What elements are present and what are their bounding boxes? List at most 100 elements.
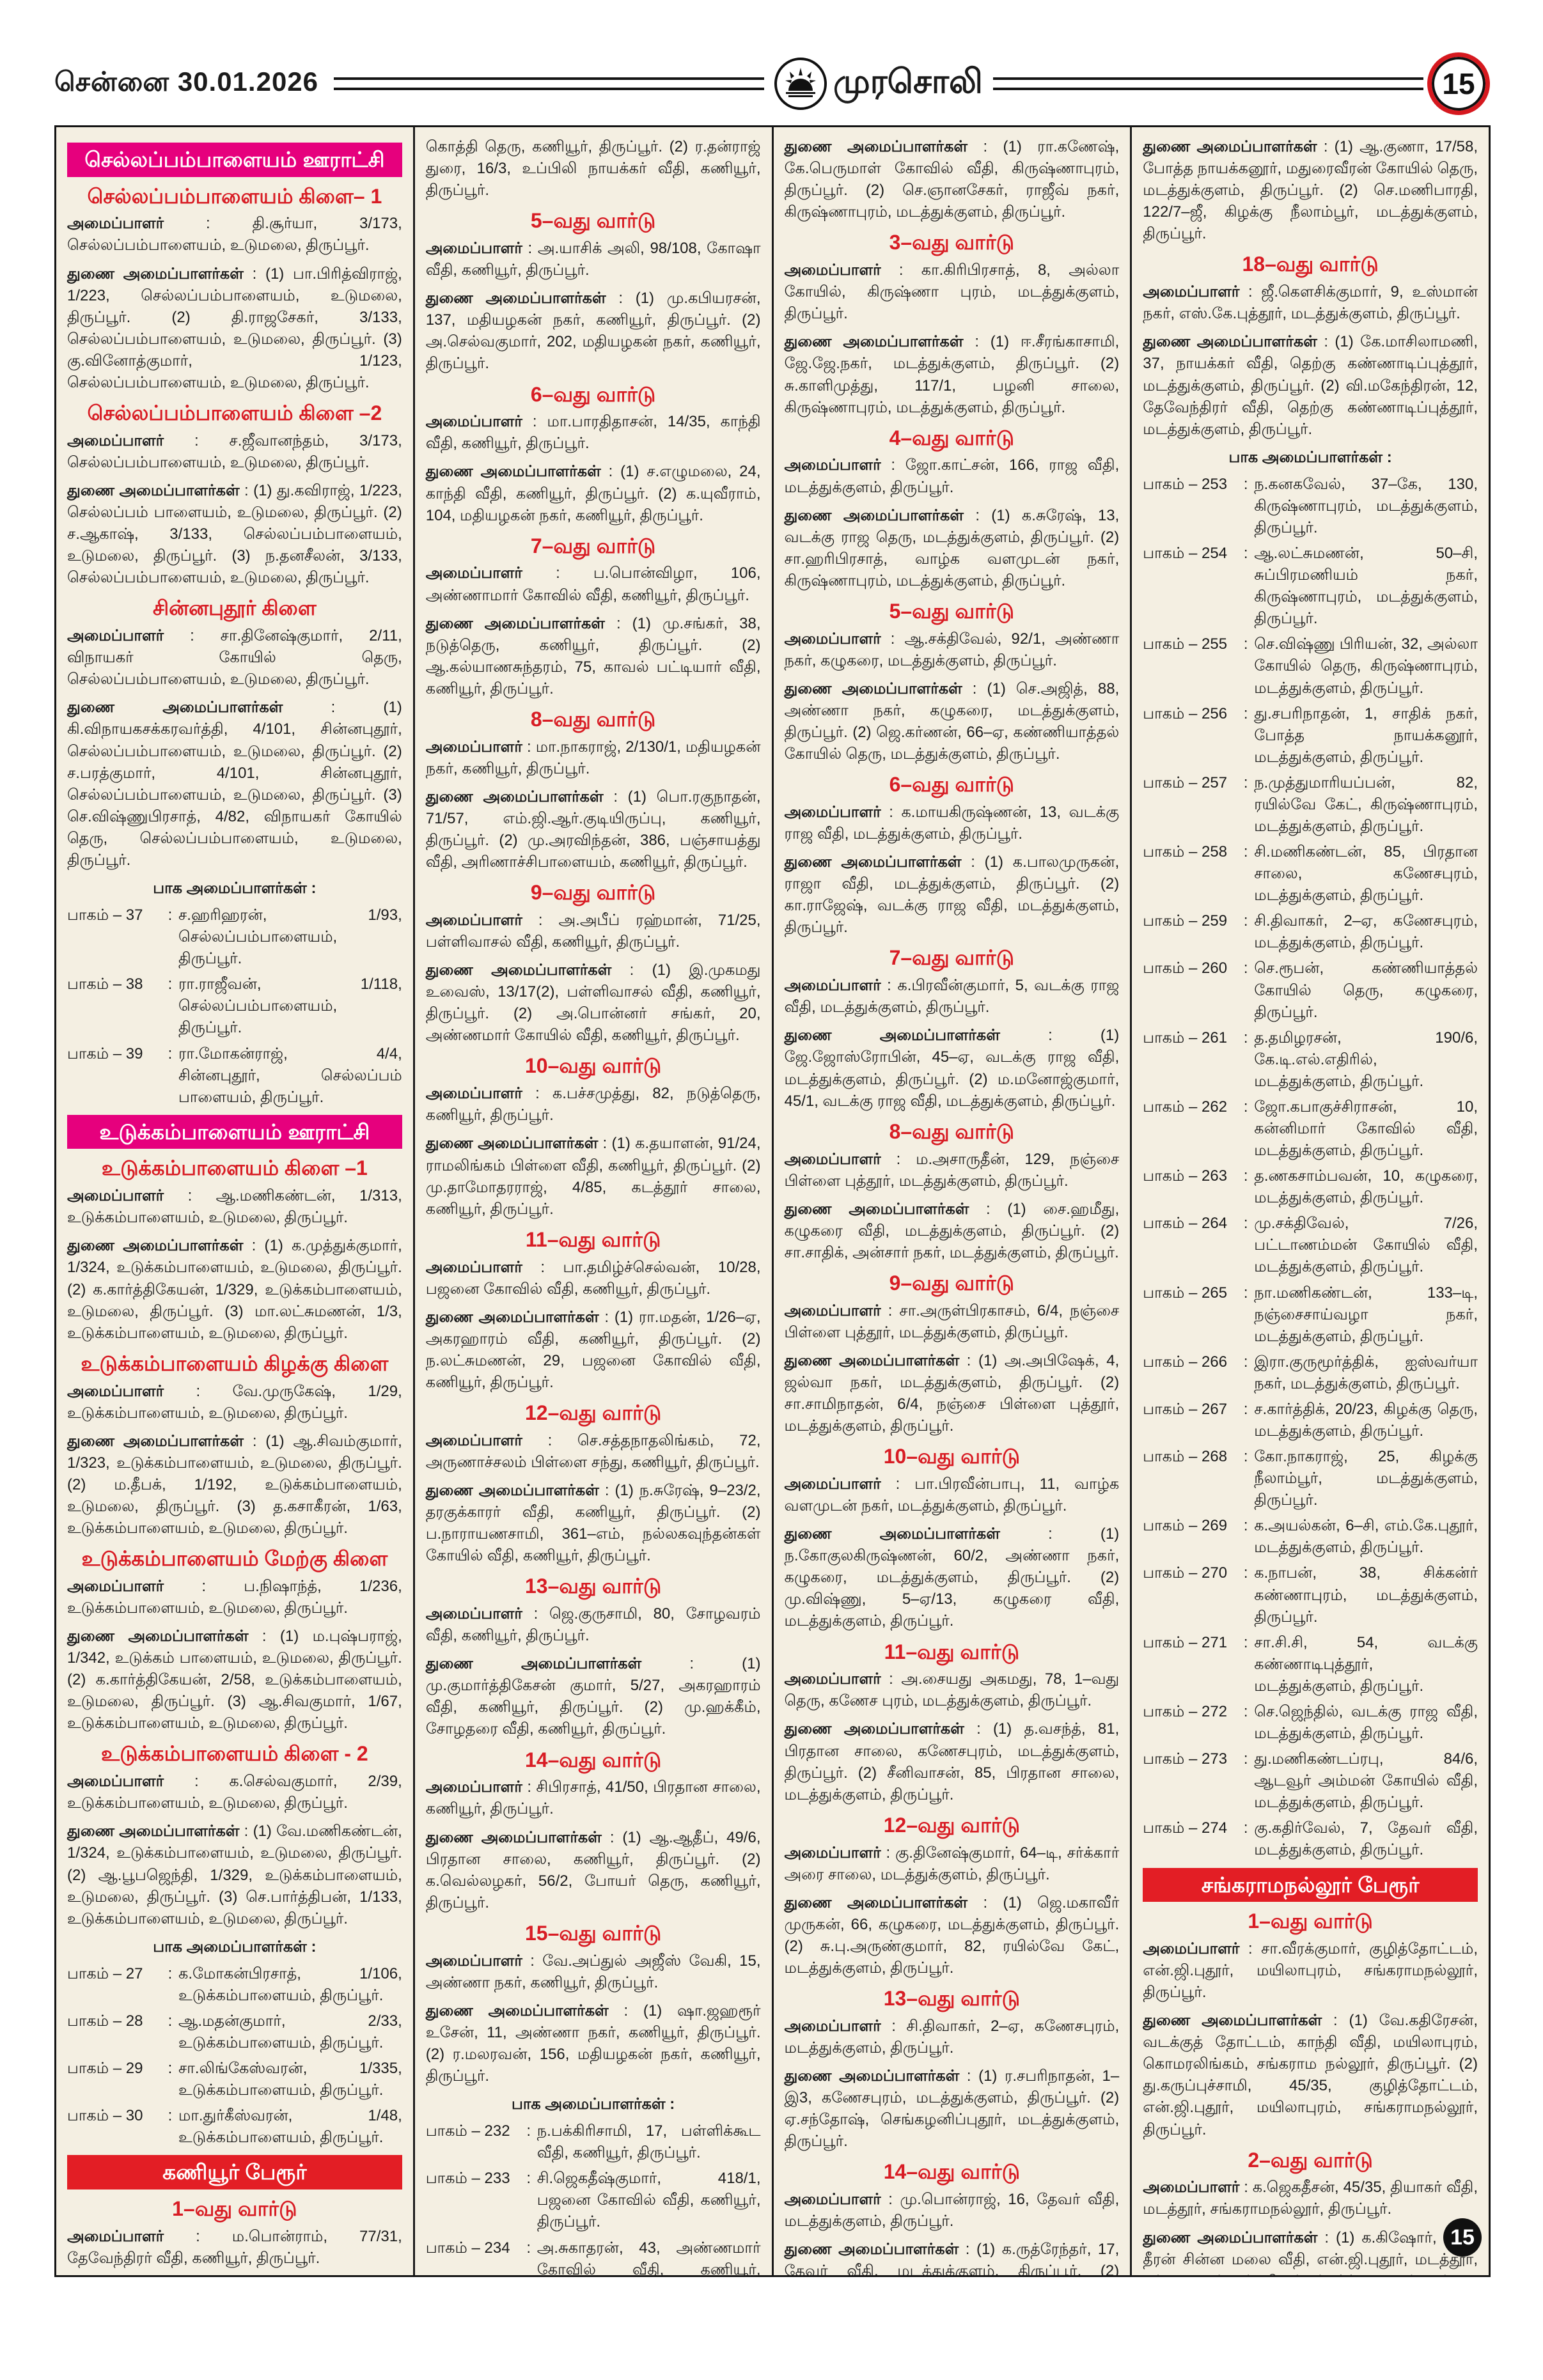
colon-separator: :: [168, 2060, 173, 2078]
paragraph-label: அமைப்பாளர்: [67, 1773, 194, 1791]
part-organisers-label: பாக அமைப்பாளர்கள் :: [1228, 448, 1392, 466]
organiser-paragraph: துணை அமைப்பாளர்கள் : (1) செ.அஜித், 88, அ…: [784, 680, 1120, 763]
part-organiser-row: பாகம் – 37: ச.ஹரிஹரன், 1/93, செல்லப்பம்பா…: [67, 905, 402, 970]
paragraph-label: அமைப்பாளர்: [784, 1475, 896, 1493]
part-organiser-text: இரா.குருமூர்த்திக், ஐஸ்வர்யா நகர், மடத்த…: [1254, 1353, 1478, 1392]
organiser-paragraph: அமைப்பாளர் : ம.அசாருதீன், 129, நஞ்சை பிள…: [784, 1150, 1120, 1190]
section-banner: கணியூர் பேரூர்: [67, 2155, 402, 2190]
organiser-paragraph: அமைப்பாளர் : க.பிரவீன்குமார், 5, வடக்கு …: [784, 977, 1120, 1016]
section-banner: சங்கராமநல்லூர் பேரூர்: [1143, 1867, 1478, 1902]
paragraph-label: அமைப்பாளர்: [784, 977, 888, 995]
organiser-paragraph: துணை அமைப்பாளர்கள் : (1) ச.எழுமலை, 24, க…: [425, 463, 761, 524]
organiser-paragraph: துணை அமைப்பாளர்கள் : (1) மு.குமார்த்திகே…: [425, 1655, 761, 1738]
paragraph-label: அமைப்பாளர்: [67, 215, 207, 233]
part-organiser-row: பாகம் – 27: க.மோகன்பிரசாத், 1/106, உடுக்க…: [67, 1963, 402, 2007]
section-banner: செல்லப்பம்பாளையம் ஊராட்சி: [67, 143, 402, 177]
part-number: பாகம் – 37: [67, 906, 143, 924]
part-organiser-text: செ.ரூபன், கண்ணியாத்தல் கோயில் தெரு, கழுக…: [1254, 960, 1478, 1021]
part-number: பாகம் – 233: [425, 2170, 510, 2188]
header-rule-left: [334, 77, 765, 90]
ward-heading: உடுக்கம்பாளையம் கிளை –1: [101, 1156, 368, 1180]
ward-heading: 2–வது வார்டு: [1248, 2148, 1373, 2172]
organiser-paragraph: துணை அமைப்பாளர்கள் : (1) க.தயாளன், 91/24…: [425, 1135, 761, 1218]
organiser-paragraph: அமைப்பாளர் : சிபிரசாத், 41/50, பிரதான சா…: [425, 1778, 761, 1818]
header-rule-right: [993, 77, 1423, 90]
paragraph-label: அமைப்பாளர்: [784, 456, 891, 474]
organiser-paragraph: துணை அமைப்பாளர்கள் : (1) வே.மணிகண்டன், 1…: [67, 1823, 402, 1927]
paragraph-label: துணை அமைப்பாளர்கள்: [784, 1720, 977, 1738]
colon-separator: :: [1243, 1448, 1248, 1466]
part-organisers-label: பாக அமைப்பாளர்கள் :: [153, 1938, 317, 1956]
organiser-paragraph: அமைப்பாளர் : செ.சத்தநாதலிங்கம், 72, அருண…: [425, 1431, 761, 1471]
ward-heading: 9–வது வார்டு: [889, 1271, 1015, 1295]
part-organiser-row: பாகம் – 255: செ.விஷ்ணு பிரியன், 32, அல்லா…: [1143, 634, 1478, 699]
paragraph-label: அமைப்பாளர்: [425, 1952, 531, 1970]
paragraph-label: அமைப்பாளர்: [784, 261, 899, 279]
paragraph-label: துணை அமைப்பாளர்கள்: [784, 138, 983, 155]
organiser-paragraph: அமைப்பாளர் : ப.நிஷாந்த், 1/236, உடுக்கம்…: [67, 1577, 402, 1617]
part-number: பாகம் – 259: [1143, 912, 1228, 930]
paragraph-label: துணை அமைப்பாளர்கள்: [1143, 2012, 1334, 2030]
paragraph-label: துணை அமைப்பாளர்கள்: [425, 788, 614, 805]
part-number: பாகம் – 271: [1143, 1633, 1228, 1651]
colon-separator: :: [1243, 1353, 1248, 1371]
part-organiser-text: நா.மணிகண்டன், 133–டி, நஞ்சைசாய்வழா நகர்,…: [1254, 1284, 1478, 1345]
part-organiser-text: து.மணிகண்டப்ரபு, 84/6, ஆடவூர் அம்மன் கோய…: [1254, 1750, 1478, 1812]
part-number: பாகம் – 234: [425, 2239, 510, 2257]
organiser-paragraph: அமைப்பாளர் : வே.முருகேஷ், 1/29, உடுக்கம்…: [67, 1382, 402, 1422]
part-organiser-row: பாகம் – 253: ந.கனகவேல், 37–கே, 130, கிருஷ…: [1143, 474, 1478, 539]
part-number: பாகம் – 270: [1143, 1564, 1228, 1582]
paragraph-label: அமைப்பாளர்: [784, 2017, 892, 2035]
part-organiser-text: சி.மணிகண்டன், 85, பிரதான சாலை, கணேசபுரம்…: [1254, 843, 1478, 905]
ward-heading: 10–வது வார்டு: [524, 1054, 662, 1078]
organiser-paragraph: அமைப்பாளர் : கா.கிரிபிரசாத், 8, அல்லா கோ…: [784, 261, 1120, 323]
part-organiser-text: க.அயல்கன், 6–சி, எம்.கே.புதூர், மடத்துக்…: [1254, 1517, 1478, 1557]
part-number: பாகம் – 274: [1143, 1819, 1228, 1837]
colon-separator: :: [526, 2122, 531, 2140]
part-organiser-row: பாகம் – 232: ந.பக்கிரிசாமி, 17, பள்ளிக்கூ…: [426, 2120, 761, 2164]
organiser-paragraph: துணை அமைப்பாளர்கள் : (1) க.பாலமுருகன், ர…: [784, 853, 1120, 937]
part-organiser-row: பாகம் – 39: ரா.மோகன்ராஜ், 4/4, சின்னபுதூர…: [67, 1043, 402, 1108]
ward-heading: 1–வது வார்டு: [172, 2197, 297, 2221]
paragraph-label: அமைப்பாளர்: [1143, 283, 1248, 301]
paragraph-label: அமைப்பாளர்: [425, 1258, 541, 1276]
paragraph-label: துணை அமைப்பாளர்கள்: [425, 1655, 690, 1673]
colon-separator: :: [168, 1045, 173, 1062]
part-organiser-text: செ.விஷ்ணு பிரியன், 32, அல்லா கோயில் தெரு…: [1254, 635, 1478, 697]
paragraph-label: அமைப்பாளர்: [784, 1844, 886, 1862]
ward-heading: செல்லப்பம்பாளையம் கிளை– 1: [87, 184, 382, 208]
part-organiser-text: ச.ஹரிஹரன், 1/93, செல்லப்பம்பாளையம், திரு…: [178, 906, 402, 968]
part-organiser-row: பாகம் – 259: சி.திவாகர், 2–ஏ, கணேசபுரம், …: [1143, 910, 1478, 954]
paragraph-label: துணை அமைப்பாளர்கள்: [67, 265, 253, 283]
part-organiser-row: பாகம் – 234: அ.சுகாதரன், 43, அண்ணமார் கோவ…: [426, 2237, 761, 2275]
part-organiser-row: பாகம் – 254: ஆ.லட்சுமணன், 50–சி, சுப்பிரம…: [1143, 543, 1478, 630]
part-organiser-row: பாகம் – 261: த.தமிழரசன், 190/6, கே.டி.எல்…: [1143, 1027, 1478, 1093]
organiser-paragraph: துணை அமைப்பாளர்கள் : (1) ஈ.சீரங்காசாமி, …: [784, 333, 1120, 416]
ward-heading: 12–வது வார்டு: [524, 1401, 662, 1425]
part-number: பாகம் – 273: [1143, 1750, 1228, 1768]
part-organiser-row: பாகம் – 30: மா.துர்கீஸ்வரன், 1/48, உடுக்க…: [67, 2105, 402, 2149]
paragraph-label: அமைப்பாளர்: [784, 1670, 889, 1688]
paragraph-label: துணை அமைப்பாளர்கள்: [67, 699, 331, 717]
text-column-3: துணை அமைப்பாளர்கள் : (1) ரா.கணேஷ், கே.பெ…: [774, 127, 1132, 2275]
colon-separator: :: [1243, 1750, 1248, 1768]
paragraph-label: அமைப்பாளர்: [67, 1577, 202, 1595]
part-organiser-row: பாகம் – 28: ஆ.மதன்குமார், 2/33, உடுக்கம்ப…: [67, 2011, 402, 2054]
organiser-paragraph: துணை அமைப்பாளர்கள் : (1) க.கிஷோர், 2/36,…: [1143, 2228, 1478, 2275]
paragraph-label: அமைப்பாளர்: [1143, 2179, 1244, 2197]
paragraph-label: அமைப்பாளர்: [425, 1605, 534, 1623]
organiser-paragraph: அமைப்பாளர் : ப.பொன்விழா, 106, அண்ணாமார் …: [425, 564, 761, 604]
ward-heading: 5–வது வார்டு: [889, 599, 1015, 623]
paragraph-label: துணை அமைப்பாளர்கள்: [425, 614, 616, 632]
organiser-paragraph: துணை அமைப்பாளர்கள் : (1) ரா.மதன், 1/26–ஏ…: [425, 1308, 761, 1391]
part-number: பாகம் – 257: [1143, 774, 1228, 791]
organiser-paragraph: துணை அமைப்பாளர்கள் : (1) ஷா.ஜஹரூர் உசேன்…: [425, 2002, 761, 2085]
part-organiser-text: அ.சுகாதரன், 43, அண்ணமார் கோவில் வீதி, கண…: [537, 2239, 761, 2275]
organiser-paragraph: துணை அமைப்பாளர்கள் : (1) ஜே.ஜோஸ்ரோபின், …: [784, 1027, 1120, 1110]
organiser-paragraph: துணை அமைப்பாளர்கள் : (1) வே.கதிரேசன், வட…: [1143, 2012, 1478, 2138]
paragraph-label: துணை அமைப்பாளர்கள்: [67, 1237, 252, 1255]
part-organiser-text: ஜோ.கபாகுச்சிராசன், 10, கன்னிமார் கோவில் …: [1254, 1098, 1478, 1160]
organiser-paragraph: துணை அமைப்பாளர்கள் : (1) பா.பிரித்விராஜ்…: [67, 265, 402, 391]
colon-separator: :: [526, 2170, 531, 2188]
masthead: முரசொலி: [768, 58, 989, 110]
